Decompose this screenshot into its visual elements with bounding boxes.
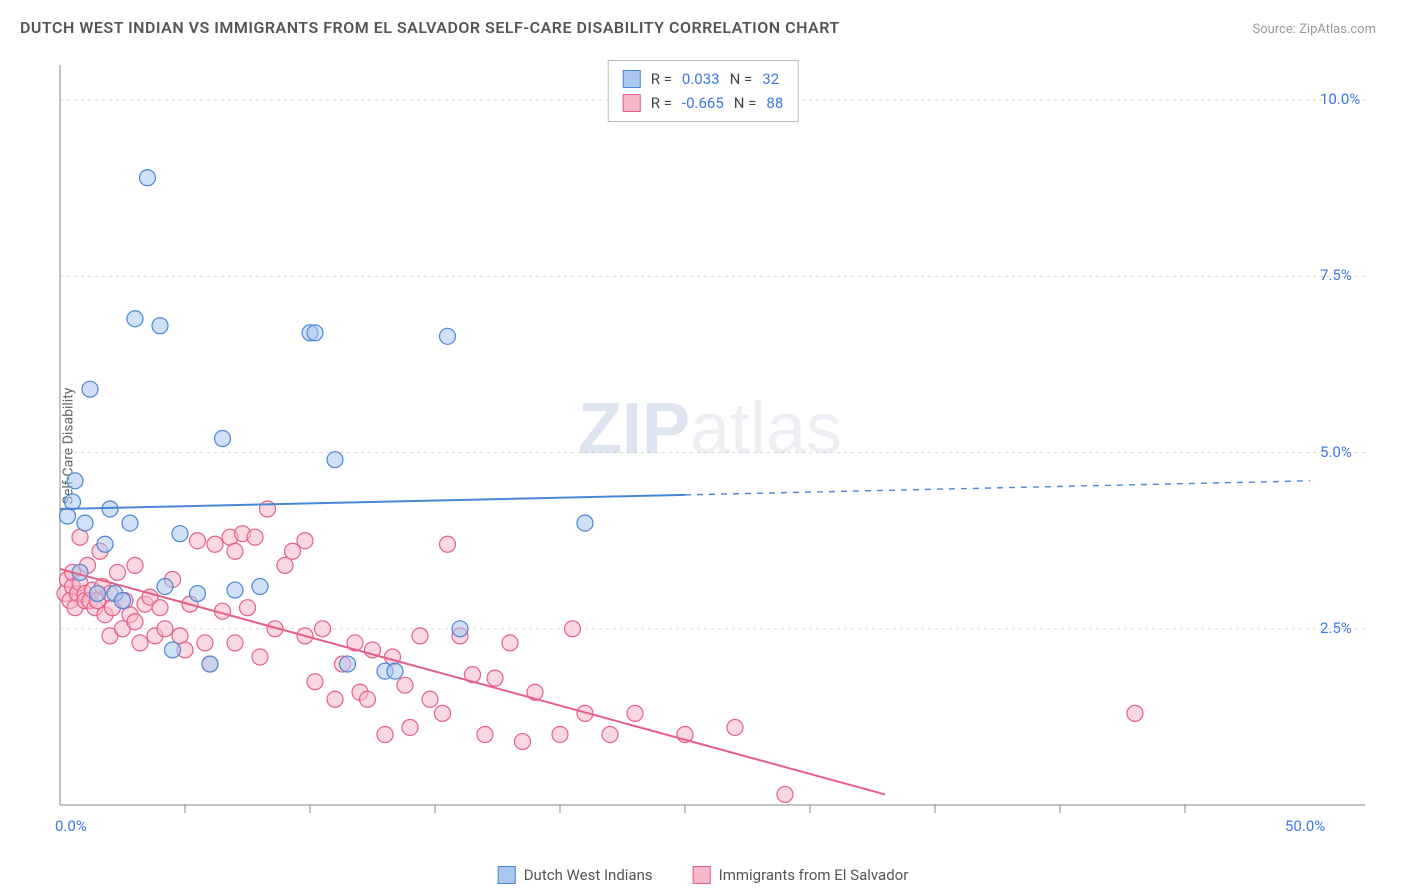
r-label: R = [651,67,672,91]
legend-stats-row-b: R = -0.665 N = 88 [623,91,784,115]
y-axis-tick-label: 7.5% [1320,266,1352,284]
x-axis-max-label: 50.0% [1285,817,1325,835]
plot-area: ZIPatlas [50,55,1370,835]
chart-title: DUTCH WEST INDIAN VS IMMIGRANTS FROM EL … [20,18,840,37]
swatch-series-a [623,70,641,88]
y-axis-tick-label: 5.0% [1320,443,1352,461]
n-label: N = [734,91,757,115]
swatch-series-a [498,866,516,884]
r-label: R = [651,91,672,115]
r-value-b: -0.665 [682,91,724,115]
y-axis-tick-label: 2.5% [1320,619,1352,637]
legend-series: Dutch West Indians Immigrants from El Sa… [498,866,909,884]
legend-stats-row-a: R = 0.033 N = 32 [623,67,784,91]
source-attribution: Source: ZipAtlas.com [1252,22,1376,37]
n-label: N = [730,67,753,91]
legend-label-b: Immigrants from El Salvador [719,866,909,884]
legend-item-a: Dutch West Indians [498,866,653,884]
legend-stats: R = 0.033 N = 32 R = -0.665 N = 88 [608,60,799,122]
n-value-a: 32 [762,67,779,91]
legend-label-a: Dutch West Indians [524,866,653,884]
swatch-series-b [623,94,641,112]
y-axis-tick-label: 10.0% [1320,90,1360,108]
chart-svg [50,55,1370,835]
swatch-series-b [693,866,711,884]
x-axis-min-label: 0.0% [55,817,87,835]
legend-item-b: Immigrants from El Salvador [693,866,909,884]
r-value-a: 0.033 [682,67,720,91]
n-value-b: 88 [766,91,783,115]
